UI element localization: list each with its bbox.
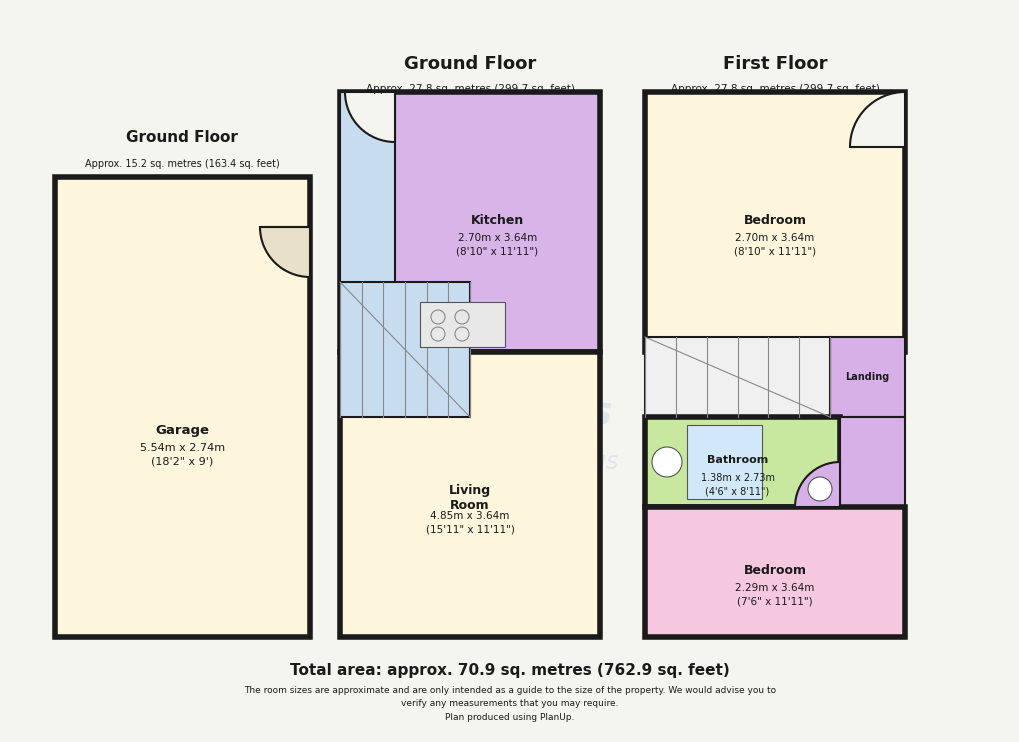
Text: Ground Floor: Ground Floor — [126, 130, 237, 145]
Bar — [840, 417, 904, 507]
Text: Bedroom: Bedroom — [743, 563, 806, 577]
Text: Approx. 27.8 sq. metres (299.7 sq. feet): Approx. 27.8 sq. metres (299.7 sq. feet) — [365, 84, 574, 94]
Text: Approx. 27.8 sq. metres (299.7 sq. feet): Approx. 27.8 sq. metres (299.7 sq. feet) — [669, 84, 878, 94]
Circle shape — [651, 447, 682, 477]
Text: 2.70m x 3.64m
(8'10" x 11'11"): 2.70m x 3.64m (8'10" x 11'11") — [734, 234, 815, 257]
Wedge shape — [794, 462, 840, 507]
Text: Garage: Garage — [155, 424, 209, 436]
Bar — [829, 337, 904, 417]
Bar — [687, 425, 761, 499]
Text: 5.54m x 2.74m
(18'2" x 9'): 5.54m x 2.74m (18'2" x 9') — [140, 444, 225, 467]
Text: 4.85m x 3.64m
(15'11" x 11'11"): 4.85m x 3.64m (15'11" x 11'11") — [425, 511, 514, 534]
Bar — [644, 417, 840, 507]
Bar — [644, 507, 904, 637]
Text: Bedroom: Bedroom — [743, 214, 806, 226]
Text: Landing: Landing — [845, 372, 889, 382]
Text: Total area: approx. 70.9 sq. metres (762.9 sq. feet): Total area: approx. 70.9 sq. metres (762… — [289, 663, 730, 677]
Text: 2.70m x 3.64m
(8'10" x 11'11"): 2.70m x 3.64m (8'10" x 11'11") — [455, 234, 538, 257]
Text: First Floor: First Floor — [722, 55, 826, 73]
Bar — [339, 282, 470, 417]
Text: Bathroom: Bathroom — [706, 455, 767, 465]
Bar — [339, 92, 394, 352]
Wedge shape — [344, 92, 394, 142]
Bar — [644, 337, 829, 417]
Circle shape — [807, 477, 832, 501]
Wedge shape — [849, 92, 904, 147]
Bar — [339, 352, 599, 637]
Text: Sales and Lettings: Sales and Lettings — [400, 450, 619, 474]
Wedge shape — [260, 227, 310, 277]
Text: Ground Floor: Ground Floor — [404, 55, 536, 73]
Text: Approx. 15.2 sq. metres (163.4 sq. feet): Approx. 15.2 sq. metres (163.4 sq. feet) — [85, 159, 279, 169]
Text: 1.38m x 2.73m
(4'6" x 8'11"): 1.38m x 2.73m (4'6" x 8'11") — [700, 473, 773, 496]
Text: Tristrams: Tristrams — [407, 393, 612, 431]
Text: Kitchen: Kitchen — [471, 214, 524, 226]
Text: Living
Room: Living Room — [448, 484, 490, 511]
Text: 2.29m x 3.64m
(7'6" x 11'11"): 2.29m x 3.64m (7'6" x 11'11") — [735, 583, 814, 607]
Bar — [644, 92, 904, 352]
Text: The room sizes are approximate and are only intended as a guide to the size of t: The room sizes are approximate and are o… — [244, 686, 775, 722]
Bar — [420, 302, 504, 347]
Bar — [339, 92, 599, 352]
Bar — [55, 177, 310, 637]
